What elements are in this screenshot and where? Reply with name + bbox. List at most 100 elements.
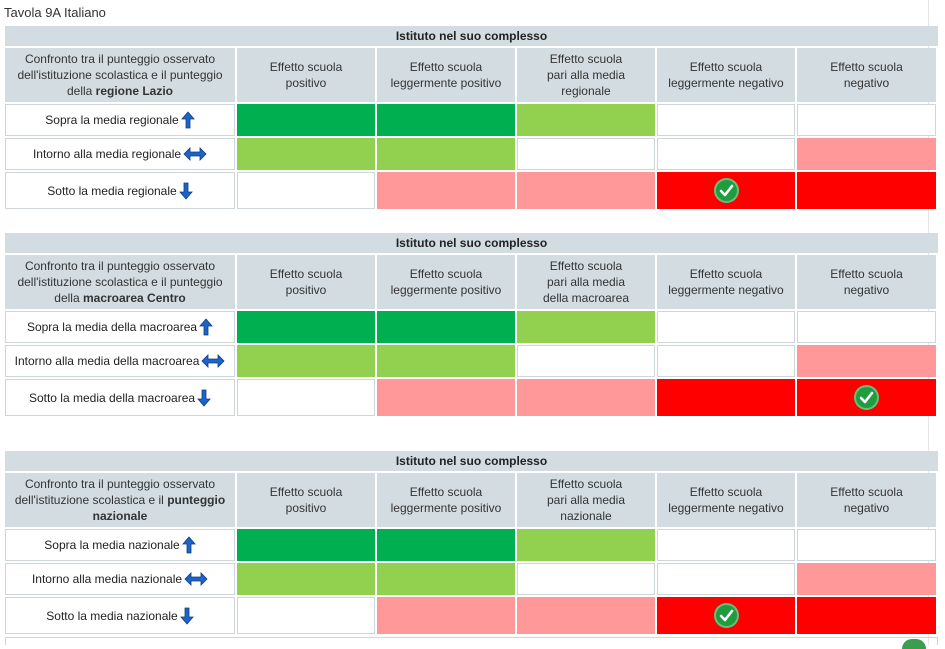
result-cell	[377, 597, 515, 634]
result-cell	[657, 172, 795, 209]
check-icon	[713, 603, 739, 628]
result-cell	[517, 597, 655, 634]
result-cell	[797, 104, 936, 136]
up-arrow-icon	[181, 536, 196, 554]
check-icon	[854, 385, 879, 410]
result-cell	[657, 379, 795, 416]
group-header: Istituto nel suo complesso	[5, 233, 938, 253]
group-header: Istituto nel suo complesso	[5, 26, 938, 46]
result-cell	[657, 311, 795, 343]
result-cell	[517, 172, 655, 209]
row-label-text: Sotto la media nazionale	[46, 608, 178, 623]
effect-header: Effetto scuola positivo	[237, 255, 375, 309]
effect-header: Effetto scuola leggermente positivo	[377, 473, 515, 527]
effect-header: Effetto scuola pari alla media della macro…	[517, 255, 655, 309]
result-cell	[377, 311, 515, 343]
comparison-reference: macroarea Centro	[82, 291, 186, 305]
row-label-text: Intorno alla media nazionale	[31, 572, 183, 586]
result-cell	[517, 563, 655, 595]
table-row: Intorno alla media nazionale	[5, 563, 938, 595]
result-cell	[517, 379, 655, 416]
result-cell	[797, 379, 936, 416]
up-arrow-icon	[180, 111, 195, 129]
result-cell	[797, 311, 936, 343]
double-arrow-icon	[201, 354, 225, 368]
effect-header: Effetto scuola positivo	[237, 48, 375, 102]
effect-header: Effetto scuola negativo	[797, 48, 936, 102]
row-label: Sotto la media della macroarea	[5, 379, 235, 416]
result-cell	[377, 379, 515, 416]
header-row: Confronto tra il punteggio osservato del…	[5, 255, 938, 309]
comparison-header: Confronto tra il punteggio osservato del…	[5, 255, 235, 309]
table-row: Sotto la media nazionale	[5, 597, 938, 634]
result-cell	[237, 138, 375, 170]
effect-header: Effetto scuola leggermente positivo	[377, 255, 515, 309]
check-icon-partial	[902, 639, 926, 649]
result-cell	[657, 563, 795, 595]
row-label: Sopra la media nazionale	[5, 529, 235, 561]
up-arrow-icon	[199, 318, 213, 336]
result-cell	[377, 563, 515, 595]
down-arrow-icon	[197, 389, 211, 407]
row-label: Intorno alla media nazionale	[5, 563, 235, 595]
result-cell	[517, 138, 655, 170]
row-label: Sopra la media regionale	[5, 104, 235, 136]
result-cell	[657, 345, 795, 377]
next-table-edge	[5, 637, 938, 645]
check-icon	[713, 178, 739, 203]
comparison-table: Istituto nel suo complesso Confronto tra …	[5, 451, 938, 634]
result-cell	[797, 345, 936, 377]
row-label: Sopra la media della macroarea	[5, 311, 235, 343]
table-row: Intorno alla media della macroarea	[5, 345, 938, 377]
comparison-text: Confronto tra il punteggio osservato del…	[14, 477, 226, 523]
result-cell	[517, 104, 655, 136]
result-cell	[237, 311, 375, 343]
group-header: Istituto nel suo complesso	[5, 451, 938, 471]
result-cell	[237, 345, 375, 377]
row-label-text: Sopra la media della macroarea	[26, 320, 198, 334]
table-row: Sopra la media nazionale	[5, 529, 938, 561]
row-label-text: Intorno alla media regionale	[32, 147, 182, 161]
down-arrow-icon	[178, 182, 193, 200]
comparison-table: Istituto nel suo complesso Confronto tra …	[5, 26, 938, 209]
down-arrow-icon	[179, 607, 194, 625]
result-cell	[797, 172, 936, 209]
comparison-text: Confronto tra il punteggio osservato del…	[17, 259, 223, 305]
row-label-text: Sotto la media della macroarea	[28, 390, 196, 405]
header-row: Confronto tra il punteggio osservato del…	[5, 48, 938, 102]
double-arrow-icon	[184, 572, 208, 586]
result-cell	[377, 138, 515, 170]
table-row: Sopra la media regionale	[5, 104, 938, 136]
row-label-text: Sopra la media regionale	[45, 113, 179, 127]
row-label: Sotto la media regionale	[5, 172, 235, 209]
result-cell	[797, 563, 936, 595]
comparison-reference: punteggio nazionale	[92, 493, 226, 523]
effect-header: Effetto scuola pari alla media nazionale	[517, 473, 655, 527]
result-cell	[517, 311, 655, 343]
result-cell	[237, 172, 375, 209]
row-label-text: Sopra la media nazionale	[44, 538, 180, 552]
row-label: Intorno alla media della macroarea	[5, 345, 235, 377]
result-cell	[237, 597, 375, 634]
double-arrow-icon	[183, 147, 207, 161]
comparison-reference: regione Lazio	[95, 84, 174, 98]
comparison-table: Istituto nel suo complesso Confronto tra …	[5, 233, 938, 416]
effect-header: Effetto scuola leggermente negativo	[657, 48, 795, 102]
comparison-text: Confronto tra il punteggio osservato del…	[17, 52, 223, 98]
row-label-text: Sotto la media regionale	[47, 183, 177, 198]
effect-header: Effetto scuola leggermente positivo	[377, 48, 515, 102]
result-cell	[517, 529, 655, 561]
result-cell	[377, 172, 515, 209]
effect-header: Effetto scuola leggermente negativo	[657, 473, 795, 527]
result-cell	[377, 104, 515, 136]
result-cell	[377, 345, 515, 377]
row-label-text: Intorno alla media della macroarea	[14, 354, 200, 368]
result-cell	[657, 104, 795, 136]
result-cell	[657, 597, 795, 634]
result-cell	[657, 529, 795, 561]
result-cell	[517, 345, 655, 377]
result-cell	[237, 104, 375, 136]
effect-header: Effetto scuola pari alla media regionale	[517, 48, 655, 102]
page-title: Tavola 9A Italiano	[4, 5, 106, 20]
row-label: Intorno alla media regionale	[5, 138, 235, 170]
